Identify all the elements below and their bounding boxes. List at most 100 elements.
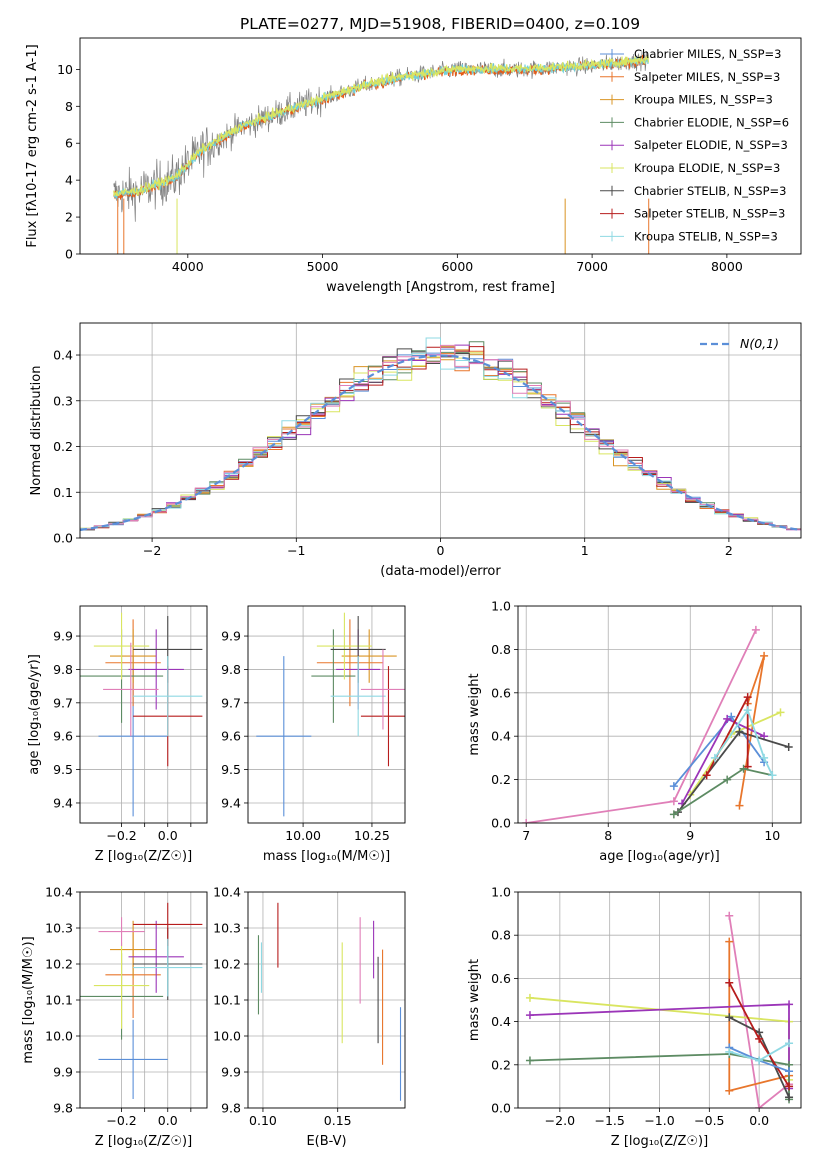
mass-weight-marker [785,1067,794,1076]
x-axis-label: Z [log₁₀(Z/Z☉)] [611,1134,708,1149]
x-axis-label: E(B-V) [306,1134,346,1149]
plot-area [80,606,207,823]
y-tick-label: 9.9 [221,1065,241,1080]
y-tick-label: 9.6 [53,729,73,744]
mass-weight-marker [785,1082,794,1091]
y-tick-label: 4 [65,173,73,188]
x-tick-label: 0.15 [324,1113,352,1128]
mass-weight-marker [751,625,760,634]
x-tick-label: −1.5 [594,1113,624,1128]
mass-weight-marker [522,819,531,823]
mass-weight-marker [768,771,777,780]
y-tick-label: 9.8 [53,1101,73,1116]
y-tick-label: 9.9 [53,629,73,644]
panel-mass_weight_vs_age: 7 8 9 10 0.0 0.2 0.4 0.6 0.8 1.0 age [log₁₀(age/yr… [467,599,802,864]
plot-area [80,892,207,1108]
axes-frame [79,605,208,824]
y-tick-label: 0.4 [491,729,511,744]
y-tick-label: 9.5 [221,762,241,777]
mass-weight-marker [785,1093,794,1102]
mass-weight-marker [710,753,719,762]
legend-label: Kroupa MILES, N_SSP=3 [634,93,773,107]
legend-label: Salpeter ELODIE, N_SSP=3 [634,138,788,152]
x-tick-label: 10.00 [285,828,321,843]
y-tick-label: 0.0 [53,531,73,546]
y-tick-label: 10.4 [213,885,241,900]
normal-curve [80,354,801,532]
y-tick-label: 9.6 [221,729,241,744]
mass-weight-marker [755,1056,764,1065]
y-tick-label: 0.3 [53,393,73,408]
x-tick-label: −2 [143,543,161,558]
legend-label: Salpeter STELIB, N_SSP=3 [634,207,785,221]
y-tick-label: 9.7 [221,695,241,710]
y-tick-label: 9.4 [53,795,73,810]
y-tick-label: 9.8 [221,1101,241,1116]
mass-weight-marker [725,937,734,946]
mass-weight-marker [739,764,748,773]
x-tick-label: −1 [287,543,305,558]
y-tick-label: 0.8 [491,642,511,657]
axes-frame [79,37,802,255]
mass-weight-marker [725,1047,734,1056]
spectrum-legend: Chabrier MILES, N_SSP=3 Salpeter MILES, N… [600,47,789,243]
figure-title: PLATE=0277, MJD=51908, FIBERID=0400, z=0… [240,15,640,33]
mass-weight-marker [776,708,785,717]
y-tick-label: 9.8 [53,662,73,677]
y-tick-label: 10.1 [45,993,73,1008]
x-tick-label: 9 [686,828,694,843]
mass-weight-marker [669,810,678,819]
legend-label: N(0,1) [740,336,779,351]
plot-area [248,892,405,1108]
y-tick-label: 0.6 [491,971,511,986]
y-tick-label: 10.0 [213,1029,241,1044]
x-tick-label: 2 [725,543,733,558]
legend-label: Chabrier MILES, N_SSP=3 [634,47,781,61]
y-tick-label: 10.0 [45,1029,73,1044]
y-axis-label: mass [log₁₀(M/M☉)] [21,936,36,1063]
y-tick-label: 0.2 [491,1057,511,1072]
mass-weight-marker [743,706,752,715]
x-tick-label: 7 [522,828,530,843]
mass-weight-marker [760,651,769,660]
y-tick-label: 1.0 [491,599,511,614]
y-tick-label: 0 [65,247,73,262]
mass-weight-marker [723,714,732,723]
mass-weight-marker [785,1000,794,1009]
mass-weight-marker [785,1039,794,1048]
x-axis-label: mass [log₁₀(M/M☉)] [263,849,390,864]
y-tick-label: 6 [65,136,73,151]
mass-weight-line [673,767,773,816]
y-tick-label: 0.2 [53,439,73,454]
y-tick-label: 2 [65,210,73,225]
x-axis-label: wavelength [Angstrom, rest frame] [326,280,555,295]
y-tick-label: 1.0 [491,885,511,900]
y-tick-label: 10.4 [45,885,73,900]
y-tick-label: 0.0 [491,816,511,831]
mass-weight-marker [760,753,769,762]
mass-weight-marker [669,782,678,791]
mass-weight-marker [743,693,752,702]
mass-weight-marker [725,978,734,987]
y-tick-label: 10.3 [45,921,73,936]
spectrum-model-line [113,54,649,197]
x-tick-label: 0 [437,543,445,558]
mass-weight-marker [723,775,732,784]
panel-spectrum: 4000 5000 6000 7000 8000 0 2 4 6 8 10 wavelength [A… [25,37,802,295]
y-axis-label: age [log₁₀(age/yr)] [27,654,42,775]
y-tick-label: 9.9 [53,1065,73,1080]
x-tick-label: 0.0 [749,1113,769,1128]
mass-weight-marker [735,727,744,736]
x-axis-label: Z [log₁₀(Z/Z☉)] [95,1134,192,1149]
y-tick-label: 0.0 [491,1101,511,1116]
mass-weight-marker [669,797,678,806]
x-tick-label: 5000 [307,259,339,274]
mass-weight-marker [725,1086,734,1095]
y-tick-label: 0.1 [53,485,73,500]
plot-area [113,51,650,254]
y-tick-label: 0.2 [491,772,511,787]
y-tick-label: 0.4 [491,1014,511,1029]
x-tick-label: 4000 [172,259,204,274]
y-tick-label: 10.2 [213,957,241,972]
